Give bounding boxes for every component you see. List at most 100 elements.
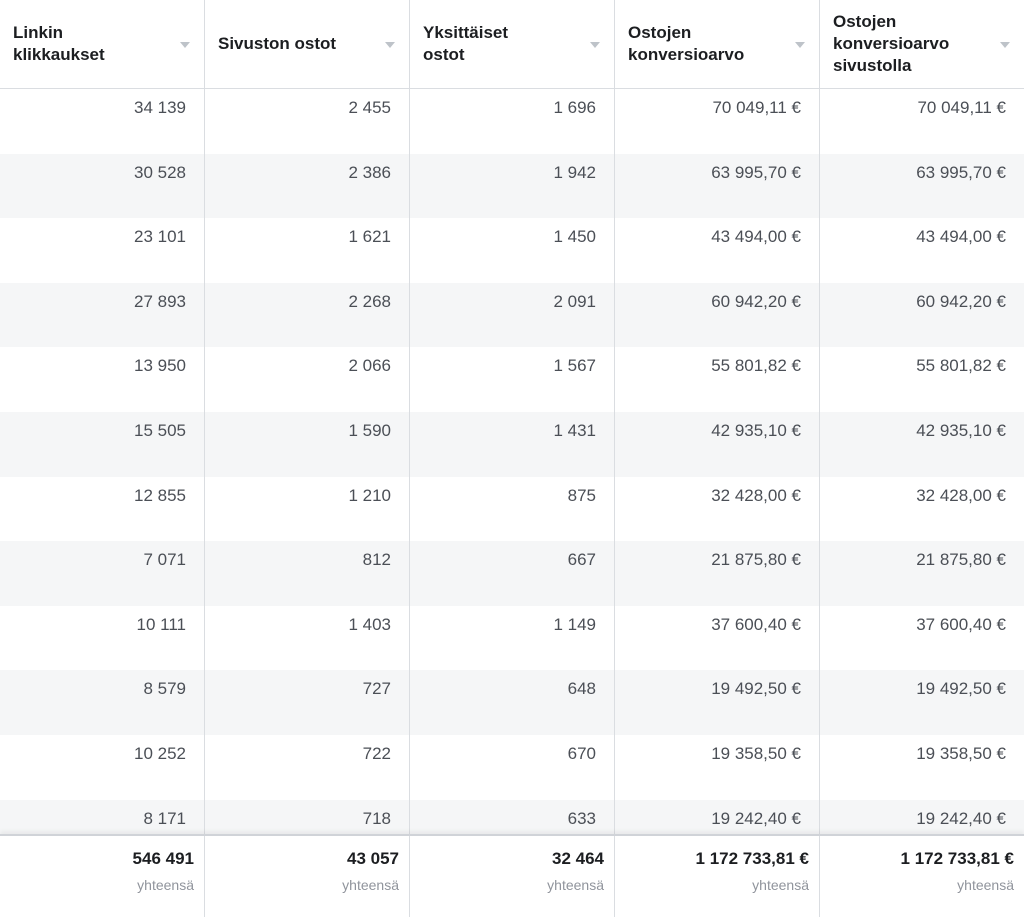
table-footer-totals: 546 491 yhteensä 43 057 yhteensä 32 464 … bbox=[0, 834, 1024, 917]
total-label: yhteensä bbox=[342, 877, 399, 893]
cell-website-purchase-conversion-value: 19 358,50 € bbox=[916, 743, 1006, 763]
cell-website-purchase-conversion-value: 70 049,11 € bbox=[917, 98, 1006, 117]
table-row[interactable]: 30 528 2 386 1 942 63 995,70 € 63 995,70… bbox=[0, 153, 1024, 219]
sort-caret-down-icon[interactable] bbox=[1000, 42, 1010, 48]
cell-website-purchase-conversion-value: 55 801,82 € bbox=[916, 356, 1006, 376]
table-row[interactable]: 15 505 1 590 1 431 42 935,10 € 42 935,10… bbox=[0, 411, 1024, 477]
total-label: yhteensä bbox=[957, 877, 1014, 893]
cell-unique-purchases: 667 bbox=[410, 541, 615, 606]
total-website-purchase-conversion-value: 1 172 733,81 € yhteensä bbox=[820, 836, 1024, 917]
cell-purchase-conversion-value: 63 995,70 € bbox=[615, 153, 820, 219]
cell-website-purchase-conversion-value: 42 935,10 € bbox=[916, 420, 1006, 440]
total-purchase-conversion-value: 1 172 733,81 € yhteensä bbox=[615, 836, 820, 917]
cell-unique-purchases: 1 149 bbox=[410, 605, 615, 671]
table-row[interactable]: 10 111 1 403 1 149 37 600,40 € 37 600,40… bbox=[0, 605, 1024, 671]
cell-purchase-conversion-value: 37 600,40 € bbox=[615, 605, 820, 671]
cell-website-purchase-conversion-value: 37 600,40 € bbox=[916, 614, 1006, 634]
sort-caret-down-icon[interactable] bbox=[590, 42, 600, 48]
column-header-label: Yksittäiset ostot bbox=[423, 23, 509, 64]
cell-purchase-conversion-value: 42 935,10 € bbox=[615, 411, 820, 477]
table-row[interactable]: 7 071 812 667 21 875,80 € 21 875,80 € bbox=[0, 541, 1024, 606]
table-header: Linkin klikkaukset Sivuston ostot Yksitt… bbox=[0, 0, 1024, 89]
cell-purchase-conversion-value: 19 358,50 € bbox=[615, 734, 820, 800]
cell-website-purchase-conversion-value: 63 995,70 € bbox=[916, 162, 1006, 182]
cell-link-clicks: 7 071 bbox=[0, 541, 205, 606]
cell-link-clicks: 30 528 bbox=[0, 153, 205, 219]
table-row[interactable]: 27 893 2 268 2 091 60 942,20 € 60 942,20… bbox=[0, 282, 1024, 348]
cell-purchase-conversion-value: 43 494,00 € bbox=[615, 218, 820, 283]
cell-website-purchases: 2 268 bbox=[205, 282, 410, 348]
cell-unique-purchases: 1 696 bbox=[410, 89, 615, 154]
cell-link-clicks: 12 855 bbox=[0, 476, 205, 542]
column-header-purchase-conversion-value[interactable]: Ostojen konversioarvo bbox=[615, 0, 820, 88]
column-header-unique-purchases[interactable]: Yksittäiset ostot bbox=[410, 0, 615, 88]
cell-purchase-conversion-value: 19 492,50 € bbox=[615, 670, 820, 735]
cell-website-purchases: 2 386 bbox=[205, 153, 410, 219]
sort-caret-down-icon[interactable] bbox=[795, 42, 805, 48]
cell-unique-purchases: 875 bbox=[410, 476, 615, 542]
cell-link-clicks: 8 579 bbox=[0, 670, 205, 735]
total-value: 1 172 733,81 € bbox=[695, 849, 809, 868]
column-header-label: Ostojen konversioarvo bbox=[628, 23, 745, 64]
cell-website-purchase-conversion-value: 19 242,40 € bbox=[916, 808, 1006, 828]
table-row[interactable]: 10 252 722 670 19 358,50 € 19 358,50 € bbox=[0, 734, 1024, 800]
total-website-purchases: 43 057 yhteensä bbox=[205, 836, 410, 917]
cell-purchase-conversion-value: 55 801,82 € bbox=[615, 347, 820, 412]
table-row[interactable]: 13 950 2 066 1 567 55 801,82 € 55 801,82… bbox=[0, 347, 1024, 412]
cell-website-purchases: 1 621 bbox=[205, 218, 410, 283]
cell-link-clicks: 10 111 bbox=[0, 605, 205, 671]
total-link-clicks: 546 491 yhteensä bbox=[0, 836, 205, 917]
cell-unique-purchases: 1 450 bbox=[410, 218, 615, 283]
cell-website-purchases: 718 bbox=[205, 799, 410, 835]
cell-website-purchases: 1 590 bbox=[205, 411, 410, 477]
cell-purchase-conversion-value: 19 242,40 € bbox=[615, 799, 820, 835]
cell-link-clicks: 15 505 bbox=[0, 411, 205, 477]
sort-caret-down-icon[interactable] bbox=[385, 42, 395, 48]
column-header-website-purchases[interactable]: Sivuston ostot bbox=[205, 0, 410, 88]
cell-website-purchase-conversion-value: 19 492,50 € bbox=[916, 679, 1006, 699]
column-header-website-purchase-conversion-value[interactable]: Ostojen konversioarvo sivustolla bbox=[820, 0, 1024, 88]
cell-unique-purchases: 2 091 bbox=[410, 282, 615, 348]
table-body[interactable]: 34 139 2 455 1 696 70 049,11 € 70 049,11… bbox=[0, 89, 1024, 835]
cell-link-clicks: 34 139 bbox=[0, 89, 205, 154]
cell-link-clicks: 27 893 bbox=[0, 282, 205, 348]
total-value: 546 491 bbox=[132, 849, 194, 868]
column-header-label: Linkin klikkaukset bbox=[13, 23, 105, 64]
table-row[interactable]: 34 139 2 455 1 696 70 049,11 € 70 049,11… bbox=[0, 89, 1024, 154]
cell-website-purchases: 2 066 bbox=[205, 347, 410, 412]
cell-link-clicks: 23 101 bbox=[0, 218, 205, 283]
cell-website-purchases: 1 210 bbox=[205, 476, 410, 542]
table-row[interactable]: 23 101 1 621 1 450 43 494,00 € 43 494,00… bbox=[0, 218, 1024, 283]
cell-purchase-conversion-value: 32 428,00 € bbox=[615, 476, 820, 542]
cell-link-clicks: 8 171 bbox=[0, 799, 205, 835]
cell-purchase-conversion-value: 21 875,80 € bbox=[615, 541, 820, 606]
cell-website-purchases: 812 bbox=[205, 541, 410, 606]
cell-link-clicks: 13 950 bbox=[0, 347, 205, 412]
total-label: yhteensä bbox=[547, 877, 604, 893]
cell-unique-purchases: 670 bbox=[410, 734, 615, 800]
total-unique-purchases: 32 464 yhteensä bbox=[410, 836, 615, 917]
sort-caret-down-icon[interactable] bbox=[180, 42, 190, 48]
cell-website-purchase-conversion-value: 21 875,80 € bbox=[916, 550, 1006, 570]
total-label: yhteensä bbox=[752, 877, 809, 893]
cell-unique-purchases: 1 942 bbox=[410, 153, 615, 219]
table-row[interactable]: 8 579 727 648 19 492,50 € 19 492,50 € bbox=[0, 670, 1024, 735]
cell-website-purchases: 1 403 bbox=[205, 605, 410, 671]
total-label: yhteensä bbox=[137, 877, 194, 893]
cell-link-clicks: 10 252 bbox=[0, 734, 205, 800]
cell-website-purchase-conversion-value: 60 942,20 € bbox=[916, 291, 1006, 311]
table-row[interactable]: 8 171 718 633 19 242,40 € 19 242,40 € bbox=[0, 799, 1024, 835]
cell-unique-purchases: 648 bbox=[410, 670, 615, 735]
cell-purchase-conversion-value: 60 942,20 € bbox=[615, 282, 820, 348]
table-row[interactable]: 12 855 1 210 875 32 428,00 € 32 428,00 € bbox=[0, 476, 1024, 542]
cell-website-purchases: 727 bbox=[205, 670, 410, 735]
cell-unique-purchases: 1 567 bbox=[410, 347, 615, 412]
cell-unique-purchases: 1 431 bbox=[410, 411, 615, 477]
column-header-link-clicks[interactable]: Linkin klikkaukset bbox=[0, 0, 205, 88]
cell-website-purchase-conversion-value: 43 494,00 € bbox=[916, 227, 1006, 247]
cell-website-purchase-conversion-value: 32 428,00 € bbox=[916, 485, 1006, 505]
total-value: 1 172 733,81 € bbox=[900, 849, 1014, 868]
cell-website-purchases: 722 bbox=[205, 734, 410, 800]
cell-unique-purchases: 633 bbox=[410, 799, 615, 835]
